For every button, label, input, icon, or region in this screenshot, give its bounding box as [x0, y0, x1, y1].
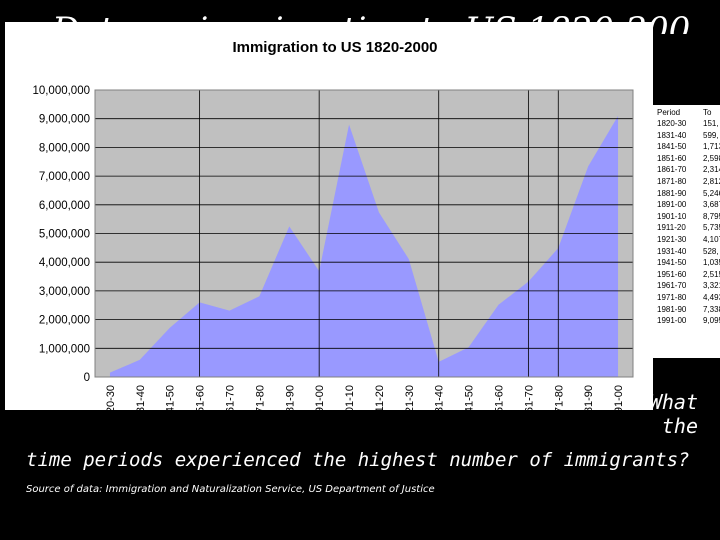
- table-cell-period: 1961-70: [657, 281, 687, 291]
- table-cell-period: 1981-90: [657, 304, 687, 314]
- table-cell-total: 2,515: [703, 269, 720, 279]
- x-tick-label: 1991-00: [613, 385, 625, 410]
- table-cell-period: 1841-50: [657, 142, 687, 152]
- y-tick-label: 0: [84, 372, 90, 384]
- table-cell-period: 1891-00: [657, 200, 687, 210]
- x-tick-label: 1931-40: [434, 385, 446, 410]
- immigration-area-chart: Immigration to US 1820-2000 0 1,000,000 2,…: [32, 39, 634, 425]
- table-cell-total: 8,795: [703, 211, 720, 221]
- x-tick-label: 1831-40: [135, 385, 147, 410]
- x-tick-label: 1851-60: [195, 385, 207, 410]
- y-tick-label: 5,000,000: [39, 229, 90, 241]
- x-tick-label: 1871-80: [254, 385, 266, 410]
- x-tick-label: 1951-60: [494, 385, 506, 410]
- table-cell-total: 2,812: [703, 177, 720, 186]
- chart-panel: Immigration to US 1820-2000 0 1,000,000 2,…: [5, 22, 653, 425]
- table-cell-total: 5,246: [703, 188, 720, 198]
- y-tick-label: 9,000,000: [39, 114, 90, 126]
- table-header-period: Period: [657, 108, 681, 117]
- table-header-total: To: [703, 108, 712, 117]
- series-area: [109, 115, 619, 377]
- x-tick-label: 1841-50: [165, 385, 177, 410]
- table-cell-period: 1861-70: [657, 165, 687, 175]
- table-cell-total: 2,598: [703, 153, 720, 163]
- y-tick-label: 2,000,000: [39, 315, 90, 327]
- x-tick-label: 1861-70: [225, 385, 237, 410]
- data-table-panel: Period To 1820-30 151, 1831-40 599, 1841-50 1…: [653, 105, 720, 358]
- x-tick-label: 1891-00: [314, 385, 326, 410]
- table-cell-period: 1871-80: [657, 177, 687, 186]
- table-cell-total: 2,314: [703, 165, 720, 175]
- x-tick-label: 1881-90: [284, 385, 296, 410]
- x-tick-label: 1941-50: [464, 385, 476, 410]
- x-tick-label: 1981-90: [583, 385, 595, 410]
- table-cell-total: 151,: [703, 119, 719, 128]
- table-cell-total: 3,321: [703, 281, 720, 291]
- x-tick-label: 1971-80: [553, 385, 565, 410]
- x-tick-label: 1820-30: [105, 385, 117, 410]
- table-cell-period: 1921-30: [657, 235, 687, 244]
- question-line-2: the: [661, 414, 698, 438]
- table-cell-total: 1,035: [703, 258, 720, 268]
- x-tick-label: 1911-20: [374, 385, 386, 410]
- table-cell-period: 1991-00: [657, 316, 687, 326]
- y-tick-label: 7,000,000: [39, 171, 90, 183]
- question-line-1: What: [649, 390, 698, 414]
- table-cell-total: 1,713: [703, 142, 720, 152]
- chart-title: Immigration to US 1820-2000: [232, 39, 437, 56]
- table-cell-total: 7,338: [703, 304, 720, 314]
- source-note: Source of data: Immigration and Naturali…: [26, 484, 435, 495]
- table-cell-total: 599,: [703, 130, 719, 140]
- y-tick-label: 4,000,000: [39, 257, 90, 269]
- table-cell-period: 1820-30: [657, 119, 687, 128]
- table-cell-period: 1881-90: [657, 188, 687, 198]
- table-cell-period: 1931-40: [657, 246, 687, 256]
- table-cell-total: 3,687: [703, 200, 720, 210]
- question-line-3: time periods experienced the highest num…: [26, 449, 690, 471]
- y-tick-label: 8,000,000: [39, 142, 90, 154]
- x-tick-label: 1921-30: [404, 385, 416, 410]
- table-cell-period: 1951-60: [657, 269, 687, 279]
- y-tick-label: 6,000,000: [39, 200, 90, 212]
- table-cell-period: 1901-10: [657, 211, 687, 221]
- x-tick-label: 1901-10: [344, 385, 356, 410]
- table-cell-total: 9,095: [703, 316, 720, 326]
- table-cell-total: 5,735: [703, 223, 720, 233]
- y-tick-label: 10,000,000: [32, 85, 90, 97]
- x-tick-label: 1961-70: [523, 385, 535, 410]
- table-cell-total: 528,: [703, 246, 719, 256]
- table-cell-period: 1851-60: [657, 153, 687, 163]
- table-cell-total: 4,107: [703, 235, 720, 244]
- table-cell-period: 1831-40: [657, 130, 687, 140]
- table-cell-period: 1971-80: [657, 293, 687, 302]
- table-cell-total: 4,493: [703, 293, 720, 302]
- table-cell-period: 1941-50: [657, 258, 687, 268]
- y-tick-label: 3,000,000: [39, 286, 90, 298]
- table-cell-period: 1911-20: [657, 223, 686, 233]
- plot-border: [94, 89, 634, 378]
- y-tick-label: 1,000,000: [39, 343, 90, 355]
